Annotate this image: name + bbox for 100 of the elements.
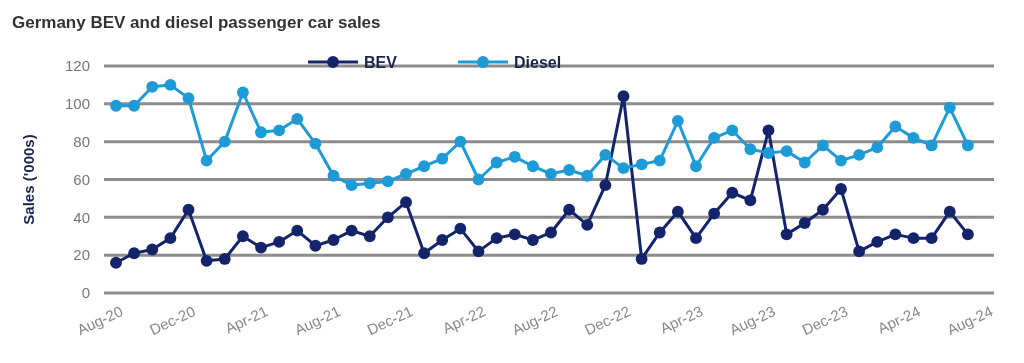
- point: [599, 179, 612, 192]
- point: [255, 241, 267, 254]
- y-tick-label: 100: [64, 95, 90, 113]
- point: [798, 156, 811, 169]
- point: [381, 175, 394, 188]
- point: [744, 194, 757, 207]
- point: [454, 135, 467, 148]
- point: [599, 149, 612, 161]
- point: [182, 203, 195, 216]
- point: [164, 232, 177, 245]
- point: [563, 203, 576, 216]
- y-tick-label: 120: [64, 57, 90, 75]
- point: [200, 254, 213, 267]
- y-tick-label: 20: [73, 246, 90, 264]
- point: [255, 126, 267, 139]
- point: [961, 139, 974, 152]
- point: [236, 86, 249, 99]
- point: [436, 234, 449, 246]
- y-tick-label: 80: [73, 132, 90, 150]
- point: [436, 152, 449, 165]
- point: [581, 169, 594, 182]
- point: [835, 183, 847, 195]
- point: [110, 99, 122, 112]
- point: [472, 245, 485, 258]
- point: [236, 230, 249, 243]
- point: [762, 147, 775, 159]
- point: [345, 179, 358, 192]
- point: [128, 99, 141, 112]
- point: [146, 243, 159, 256]
- point: [835, 154, 847, 167]
- point: [961, 228, 974, 241]
- point: [472, 173, 485, 186]
- point: [617, 90, 630, 103]
- point: [780, 145, 793, 158]
- legend-label: BEV: [364, 53, 398, 71]
- point: [744, 143, 757, 156]
- point: [363, 177, 376, 190]
- point: [889, 228, 902, 241]
- point: [545, 167, 557, 180]
- point: [690, 232, 702, 245]
- point: [327, 169, 340, 182]
- point: [635, 158, 648, 171]
- point: [563, 164, 576, 176]
- point: [653, 226, 666, 239]
- point: [889, 120, 902, 133]
- point: [708, 207, 721, 220]
- point: [545, 226, 557, 239]
- point: [925, 139, 938, 152]
- point: [617, 162, 630, 175]
- point: [400, 167, 412, 180]
- point: [871, 236, 884, 248]
- point: [327, 234, 340, 246]
- point: [671, 205, 684, 218]
- point: [526, 234, 539, 246]
- point: [218, 253, 231, 265]
- y-tick-label: 60: [73, 170, 90, 188]
- point: [816, 139, 829, 152]
- point: [526, 160, 539, 173]
- point: [291, 224, 304, 237]
- point: [943, 205, 956, 218]
- legend-label: Diesel: [514, 53, 562, 71]
- point: [273, 124, 286, 137]
- point: [490, 232, 503, 245]
- point: [110, 256, 122, 269]
- point: [418, 160, 431, 173]
- point: [345, 224, 358, 237]
- point: [925, 232, 938, 245]
- point: [164, 79, 177, 91]
- point: [128, 247, 141, 260]
- y-tick-label: 40: [73, 208, 90, 226]
- point: [581, 218, 594, 231]
- point: [490, 156, 503, 169]
- point: [708, 131, 721, 144]
- point: [291, 113, 304, 125]
- point: [907, 232, 920, 245]
- point: [146, 80, 159, 93]
- point: [726, 186, 739, 199]
- point: [853, 245, 866, 258]
- point: [671, 114, 684, 127]
- point: [762, 124, 775, 137]
- point: [853, 149, 866, 161]
- point: [508, 150, 521, 163]
- point: [816, 203, 829, 216]
- point: [381, 211, 394, 224]
- point: [273, 236, 286, 248]
- point: [726, 124, 739, 137]
- point: [943, 101, 956, 114]
- y-axis-title: Sales ('000s): [20, 134, 37, 225]
- point: [907, 131, 920, 144]
- point: [309, 137, 322, 150]
- point: [690, 160, 702, 173]
- point: [635, 253, 648, 265]
- point: [653, 154, 666, 167]
- point: [200, 154, 213, 167]
- point: [418, 247, 431, 260]
- point: [454, 222, 467, 235]
- point: [363, 230, 376, 243]
- point: [182, 92, 195, 105]
- point: [871, 141, 884, 154]
- point: [780, 228, 793, 241]
